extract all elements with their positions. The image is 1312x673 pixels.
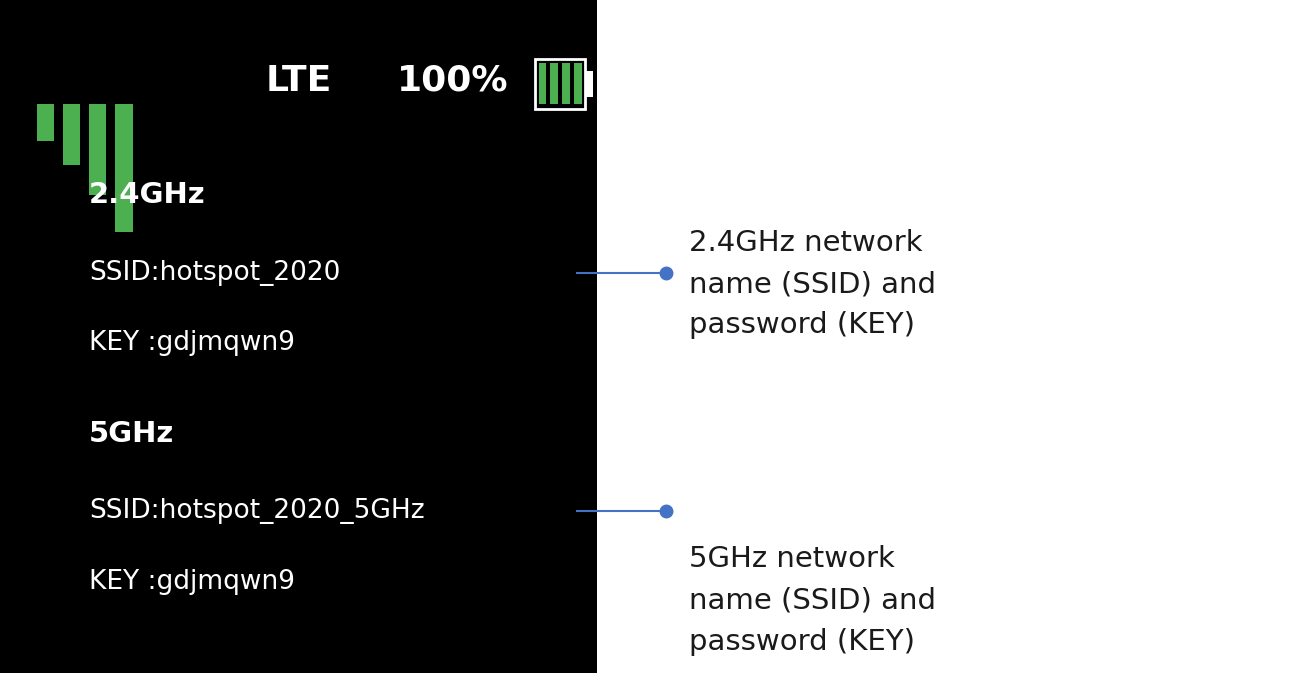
Text: 5GHz network
name (SSID) and
password (KEY): 5GHz network name (SSID) and password (K… (689, 545, 935, 656)
Text: SSID:hotspot_2020_5GHz: SSID:hotspot_2020_5GHz (89, 499, 425, 524)
Bar (0, 0, 597, 673)
Bar (535, 59, 585, 109)
Text: KEY :gdjmqwn9: KEY :gdjmqwn9 (89, 569, 295, 595)
Text: 2.4GHz network
name (SSID) and
password (KEY): 2.4GHz network name (SSID) and password … (689, 229, 935, 339)
Bar (63, 104, 80, 165)
Bar (89, 104, 106, 195)
Bar (539, 63, 546, 104)
Bar (37, 104, 54, 141)
Bar (551, 63, 559, 104)
Text: LTE: LTE (266, 64, 332, 98)
Bar (585, 71, 593, 97)
Bar (563, 63, 569, 104)
Text: 100%: 100% (398, 64, 508, 98)
Text: 2.4GHz: 2.4GHz (89, 181, 206, 209)
Bar (575, 63, 583, 104)
Text: KEY :gdjmqwn9: KEY :gdjmqwn9 (89, 330, 295, 356)
Bar (115, 104, 133, 232)
Text: 5GHz: 5GHz (89, 420, 174, 448)
Text: SSID:hotspot_2020: SSID:hotspot_2020 (89, 260, 341, 285)
